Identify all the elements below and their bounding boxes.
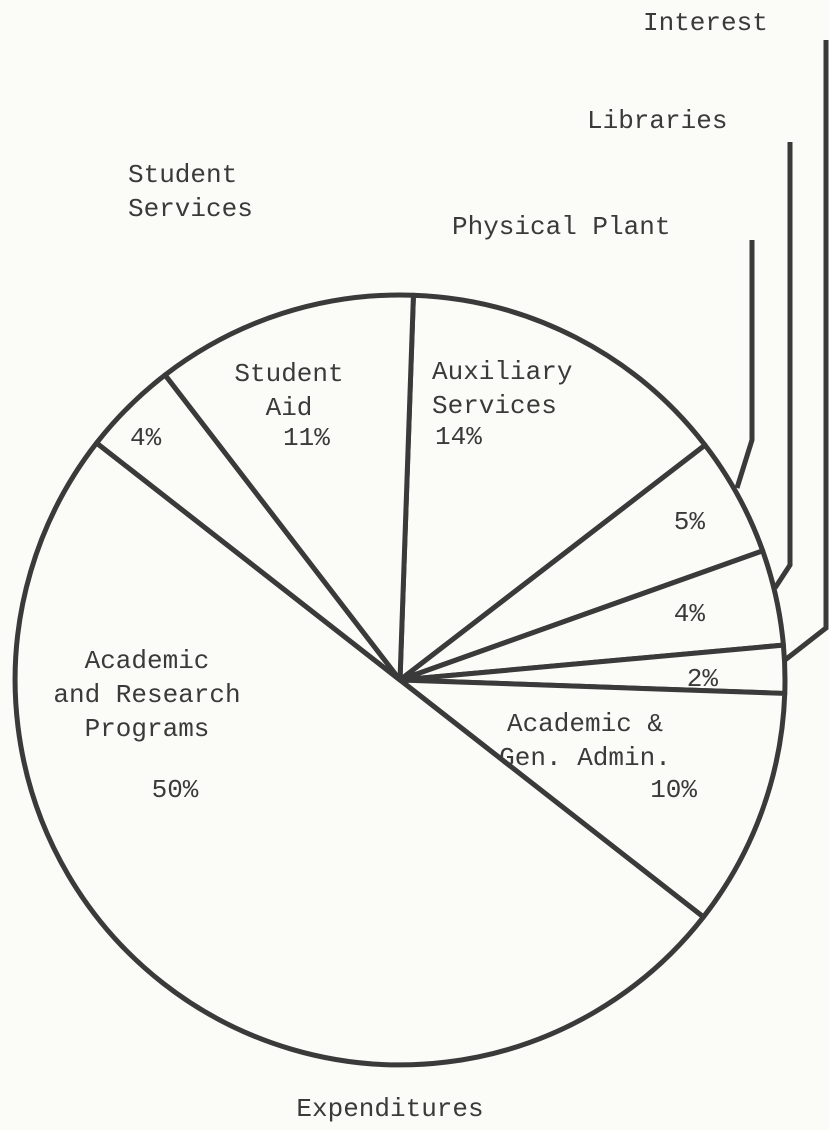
pie-slice	[397, 292, 708, 683]
value-label: 50%	[151, 775, 199, 805]
value-label: 14%	[435, 422, 482, 452]
slice-label: Student Services	[128, 160, 253, 224]
value-label: 5%	[673, 507, 705, 537]
slice-label: Academic & Gen. Admin.	[499, 709, 671, 773]
value-label: 4%	[673, 599, 705, 629]
slice-label: Interest	[643, 8, 768, 38]
pie-slice	[162, 292, 416, 683]
leader-line	[772, 142, 793, 590]
value-label: 4%	[130, 423, 162, 453]
slice-label: Physical Plant	[452, 212, 671, 242]
pie-slice	[12, 440, 706, 1068]
value-label: 2%	[686, 664, 718, 694]
slice-label: Auxiliary Services	[432, 357, 573, 421]
slice-label: Academic and Research Programs	[53, 646, 241, 744]
leader-line	[783, 40, 829, 662]
chart-title: Expenditures	[296, 1094, 484, 1124]
value-label: 10%	[650, 775, 697, 805]
value-label: 11%	[283, 423, 330, 453]
pie-slice	[397, 677, 788, 920]
slice-label: Libraries	[587, 106, 728, 136]
slice-label: Student Aid	[234, 359, 344, 423]
leader-line	[734, 240, 755, 489]
